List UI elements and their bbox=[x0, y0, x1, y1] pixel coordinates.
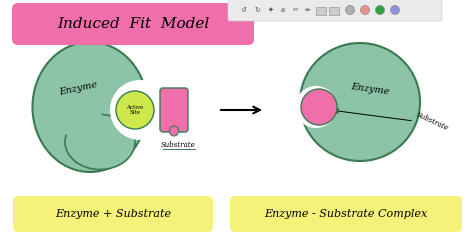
Ellipse shape bbox=[295, 86, 337, 128]
FancyBboxPatch shape bbox=[316, 7, 326, 15]
Text: Substrate: Substrate bbox=[161, 141, 195, 149]
Ellipse shape bbox=[391, 5, 400, 14]
Text: Substrate: Substrate bbox=[415, 111, 450, 133]
Text: Active
Site: Active Site bbox=[126, 105, 144, 115]
FancyBboxPatch shape bbox=[160, 88, 188, 132]
Ellipse shape bbox=[116, 91, 154, 129]
Text: Enzyme: Enzyme bbox=[350, 82, 390, 96]
Ellipse shape bbox=[375, 5, 384, 14]
FancyBboxPatch shape bbox=[228, 0, 442, 21]
Ellipse shape bbox=[110, 80, 170, 140]
Text: ⌀: ⌀ bbox=[281, 7, 285, 13]
Text: Induced  Fit  Model: Induced Fit Model bbox=[57, 17, 209, 31]
FancyBboxPatch shape bbox=[230, 196, 462, 232]
Text: Enzyme: Enzyme bbox=[58, 81, 98, 97]
FancyBboxPatch shape bbox=[329, 7, 339, 15]
Ellipse shape bbox=[300, 43, 420, 161]
Text: ✂: ✂ bbox=[293, 7, 299, 13]
Ellipse shape bbox=[65, 114, 135, 169]
Ellipse shape bbox=[122, 84, 174, 136]
Text: ↻: ↻ bbox=[254, 7, 260, 13]
FancyBboxPatch shape bbox=[12, 3, 254, 45]
Text: ↺: ↺ bbox=[240, 7, 246, 13]
Ellipse shape bbox=[361, 5, 370, 14]
Text: ✦: ✦ bbox=[268, 7, 274, 13]
Text: Enzyme + Substrate: Enzyme + Substrate bbox=[55, 209, 171, 219]
Ellipse shape bbox=[33, 42, 147, 172]
Ellipse shape bbox=[170, 126, 179, 136]
FancyBboxPatch shape bbox=[13, 196, 213, 232]
Ellipse shape bbox=[55, 107, 105, 137]
Text: ✏: ✏ bbox=[305, 7, 311, 13]
Ellipse shape bbox=[346, 5, 355, 14]
Ellipse shape bbox=[301, 89, 337, 125]
Text: Enzyme - Substrate Complex: Enzyme - Substrate Complex bbox=[264, 209, 428, 219]
